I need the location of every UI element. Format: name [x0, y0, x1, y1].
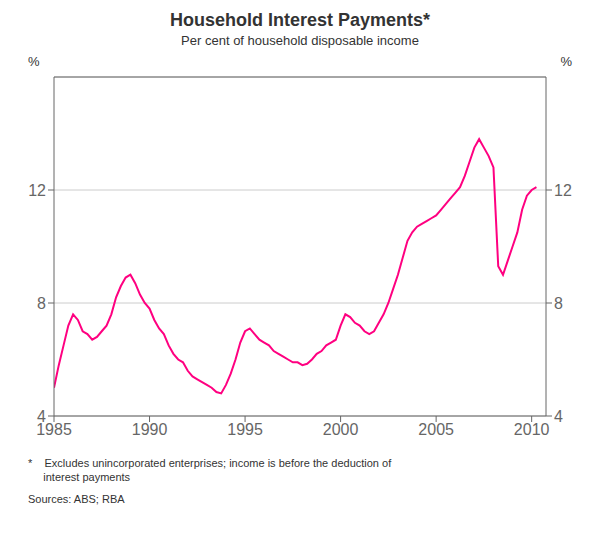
svg-text:12: 12 — [28, 182, 46, 199]
svg-text:2005: 2005 — [418, 421, 454, 438]
html-text:* Excludes unincorporated ente: * Excludes unincorporated enterprises; i… — [28, 457, 392, 483]
svg-text:12: 12 — [554, 182, 572, 199]
svg-text:4: 4 — [554, 408, 563, 425]
html-text:Per cent of household disposab: Per cent of household disposable income — [181, 33, 419, 48]
svg-text:8: 8 — [37, 295, 46, 312]
svg-text:4: 4 — [37, 408, 46, 425]
html-text:Household Interest Payments*: Household Interest Payments* — [170, 10, 430, 30]
svg-text:2000: 2000 — [323, 421, 359, 438]
svg-text:1985: 1985 — [36, 421, 72, 439]
svg-text:1995: 1995 — [227, 421, 263, 438]
html-text:Sources: ABS; RBA: Sources: ABS; RBA — [28, 493, 125, 505]
svg-text:1990: 1990 — [132, 421, 168, 438]
svg-text:8: 8 — [554, 295, 563, 312]
svg-text:2010: 2010 — [514, 421, 550, 438]
